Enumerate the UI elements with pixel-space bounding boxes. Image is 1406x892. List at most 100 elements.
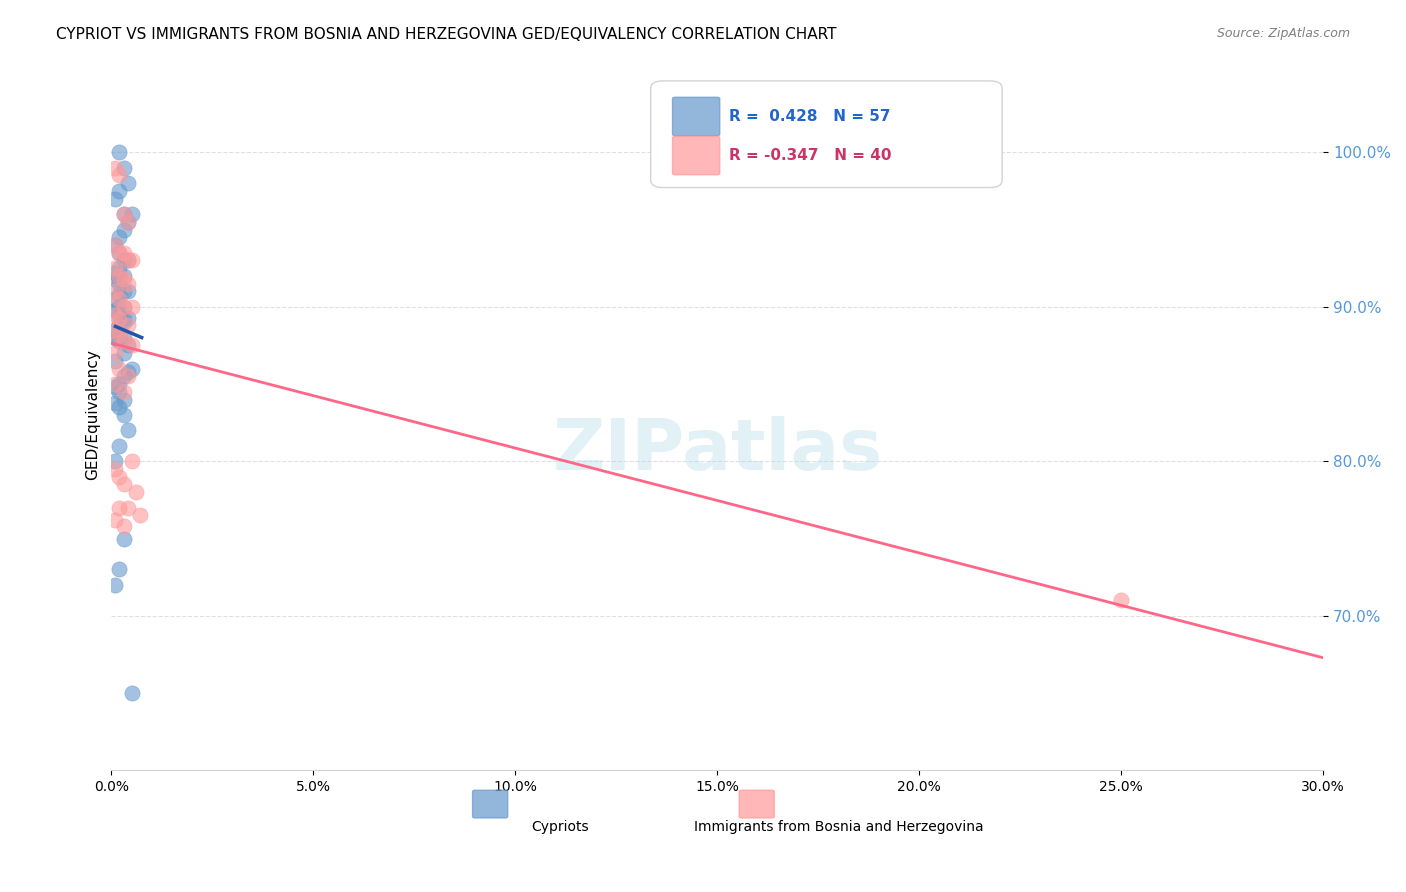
Point bbox=[112, 253, 135, 268]
Point bbox=[112, 315, 135, 329]
Point bbox=[112, 300, 135, 314]
Point bbox=[104, 377, 127, 392]
Point bbox=[112, 477, 135, 491]
Point bbox=[117, 277, 139, 291]
Point bbox=[104, 292, 127, 306]
Text: ZIPatlas: ZIPatlas bbox=[553, 416, 883, 485]
Point bbox=[104, 302, 127, 317]
FancyBboxPatch shape bbox=[472, 790, 508, 818]
Point bbox=[117, 338, 139, 352]
Point bbox=[112, 384, 135, 399]
Point bbox=[112, 334, 135, 348]
Point bbox=[117, 253, 139, 268]
Point bbox=[117, 369, 139, 384]
Point bbox=[112, 207, 135, 221]
Point bbox=[117, 500, 139, 515]
Point bbox=[117, 424, 139, 438]
Point bbox=[104, 395, 127, 409]
Point bbox=[108, 384, 131, 399]
Point bbox=[108, 377, 131, 392]
Point bbox=[121, 361, 143, 376]
Point bbox=[112, 207, 135, 221]
Text: R =  0.428   N = 57: R = 0.428 N = 57 bbox=[730, 109, 891, 124]
Text: R = -0.347   N = 40: R = -0.347 N = 40 bbox=[730, 148, 891, 163]
Point bbox=[104, 454, 127, 468]
Point bbox=[104, 380, 127, 394]
Y-axis label: GED/Equivalency: GED/Equivalency bbox=[86, 350, 100, 481]
Point bbox=[104, 354, 127, 368]
Point bbox=[112, 245, 135, 260]
Point bbox=[108, 268, 131, 283]
FancyBboxPatch shape bbox=[672, 136, 720, 175]
Point bbox=[108, 562, 131, 576]
Point bbox=[117, 310, 139, 325]
Text: Immigrants from Bosnia and Herzegovina: Immigrants from Bosnia and Herzegovina bbox=[693, 820, 983, 834]
Point bbox=[112, 408, 135, 422]
Point bbox=[108, 327, 131, 342]
Text: Cypriots: Cypriots bbox=[531, 820, 589, 834]
Point bbox=[104, 238, 127, 252]
Point bbox=[112, 519, 135, 533]
Point bbox=[108, 245, 131, 260]
Point bbox=[112, 310, 135, 325]
Point bbox=[108, 469, 131, 483]
Point bbox=[108, 184, 131, 198]
Point bbox=[108, 334, 131, 348]
Point bbox=[124, 485, 146, 500]
Point bbox=[112, 331, 135, 345]
Point bbox=[117, 365, 139, 379]
Point bbox=[117, 285, 139, 299]
Point bbox=[112, 268, 135, 283]
Point bbox=[121, 253, 143, 268]
Point bbox=[112, 300, 135, 314]
Point bbox=[108, 327, 131, 342]
Point bbox=[108, 145, 131, 160]
Point bbox=[121, 686, 143, 700]
Point bbox=[117, 253, 139, 268]
Point bbox=[104, 346, 127, 360]
FancyBboxPatch shape bbox=[651, 81, 1002, 187]
Text: CYPRIOT VS IMMIGRANTS FROM BOSNIA AND HERZEGOVINA GED/EQUIVALENCY CORRELATION CH: CYPRIOT VS IMMIGRANTS FROM BOSNIA AND HE… bbox=[56, 27, 837, 42]
Point bbox=[108, 312, 131, 326]
Point bbox=[108, 268, 131, 283]
Point bbox=[108, 261, 131, 276]
Point bbox=[104, 261, 127, 276]
Point bbox=[104, 331, 127, 345]
Point bbox=[117, 318, 139, 333]
Point bbox=[108, 230, 131, 244]
Point bbox=[108, 292, 131, 306]
Point bbox=[112, 222, 135, 236]
Point bbox=[112, 392, 135, 407]
Point bbox=[112, 161, 135, 175]
Point bbox=[104, 272, 127, 286]
Point bbox=[121, 338, 143, 352]
FancyBboxPatch shape bbox=[740, 790, 775, 818]
Point bbox=[1111, 593, 1133, 607]
Point bbox=[104, 323, 127, 337]
Point bbox=[121, 207, 143, 221]
Point bbox=[104, 323, 127, 337]
Point bbox=[108, 169, 131, 183]
Point bbox=[108, 318, 131, 333]
Point bbox=[112, 346, 135, 360]
Point bbox=[108, 308, 131, 322]
Point bbox=[117, 215, 139, 229]
Point bbox=[104, 161, 127, 175]
Point bbox=[108, 500, 131, 515]
Point bbox=[104, 462, 127, 476]
Point bbox=[104, 308, 127, 322]
Point bbox=[108, 401, 131, 415]
Point bbox=[108, 300, 131, 314]
Point bbox=[108, 277, 131, 291]
Point bbox=[104, 578, 127, 592]
Point bbox=[112, 532, 135, 546]
Point bbox=[108, 287, 131, 301]
Point bbox=[117, 176, 139, 190]
Point bbox=[104, 513, 127, 527]
Point bbox=[104, 266, 127, 280]
Point bbox=[104, 285, 127, 299]
Point bbox=[112, 369, 135, 384]
FancyBboxPatch shape bbox=[672, 97, 720, 136]
Point bbox=[112, 272, 135, 286]
Point bbox=[121, 454, 143, 468]
